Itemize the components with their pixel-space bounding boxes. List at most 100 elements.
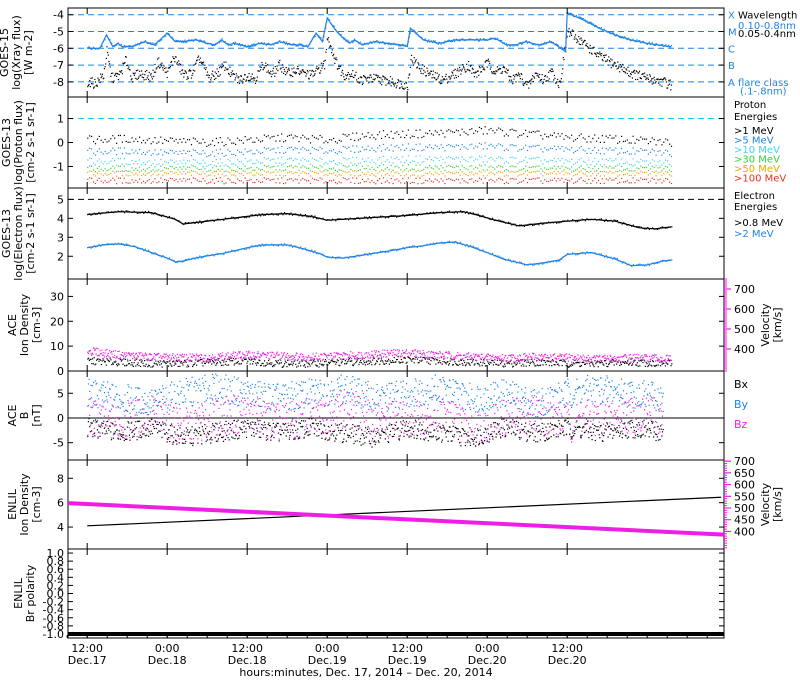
proton-series-3-point: [98, 165, 100, 167]
xray-short-series-point: [185, 71, 187, 73]
proton-series-0-point: [248, 138, 250, 140]
xray-long-noise-point: [614, 35, 616, 37]
proton-series-3-point: [327, 170, 329, 172]
xray-long-noise-point: [457, 39, 459, 41]
ace-density-series-point: [474, 363, 476, 365]
proton-series-4-point: [363, 173, 365, 175]
proton-series-5-point: [175, 178, 177, 180]
y-tick-label: -7: [53, 59, 64, 72]
proton-series-1-point: [154, 149, 156, 151]
ace-density-series-point: [405, 362, 407, 364]
right-tick-label: 600: [734, 303, 755, 316]
proton-series-1-point: [235, 154, 237, 157]
xray-long-noise-point: [94, 48, 97, 50]
proton-series-4-point: [542, 175, 544, 177]
proton-series-5-point: [419, 177, 421, 179]
electron-noise-1-point: [498, 255, 500, 257]
electron-noise-0-point: [309, 216, 311, 218]
proton-series-4-point: [594, 170, 596, 172]
proton-series-2-point: [605, 158, 607, 160]
ace-density-series-point: [125, 365, 127, 367]
electron-noise-0-point: [479, 215, 481, 218]
proton-series-0-point: [363, 136, 365, 138]
xray-long-noise-point: [100, 46, 102, 48]
electron-noise-1-point: [642, 265, 644, 267]
electron-noise-0-point: [620, 222, 622, 224]
proton-series-4-point: [283, 175, 285, 177]
xray-long-noise-point: [565, 51, 567, 53]
xray-long-noise-point: [661, 44, 663, 46]
proton-series-4-point: [601, 171, 603, 173]
ace-density-series-point: [569, 364, 571, 366]
proton-series-4-point: [482, 175, 484, 177]
xray-short-series-point: [519, 75, 521, 77]
electron-noise-1-point: [620, 260, 622, 263]
electron-noise-0-point: [452, 211, 454, 213]
xray-short-series-point: [306, 73, 308, 75]
electron-noise-1-point: [588, 252, 590, 254]
proton-series-5-point: [613, 179, 615, 181]
xray-short-series-point: [507, 69, 509, 71]
proton-series-0-point: [208, 144, 210, 146]
xray-long-noise-point: [510, 44, 512, 46]
proton-series-5-point: [290, 178, 292, 180]
proton-series-4-point: [609, 170, 611, 172]
proton-series-4-point: [429, 171, 431, 173]
electron-noise-0-point: [559, 222, 561, 224]
electron-noise-1-point: [199, 255, 201, 257]
xray-long-noise-point: [612, 32, 614, 34]
xray-long-noise-point: [363, 42, 365, 45]
electron-noise-0-point: [229, 217, 231, 219]
xray-long-noise-point: [436, 42, 438, 44]
xray-short-series-point: [116, 73, 118, 75]
proton-series-1-point: [352, 145, 354, 147]
proton-series-0-point: [177, 142, 179, 144]
proton-series-1-point: [290, 146, 292, 148]
xray-short-series-point: [419, 68, 421, 70]
proton-series-0-point: [557, 133, 559, 135]
xray-long-noise-point: [652, 43, 654, 45]
ace-density-series-point: [449, 360, 451, 362]
proton-series-4-point: [156, 174, 158, 176]
proton-series-4-point: [455, 171, 457, 173]
proton-series-0-point: [390, 130, 392, 133]
proton-series-2-point: [446, 157, 448, 159]
ace-density-series-point: [304, 366, 306, 368]
xray-short-series-point: [131, 78, 133, 80]
xray-long-noise-point: [309, 43, 311, 45]
proton-series-3-point: [309, 170, 312, 172]
xray-short-series-point: [641, 73, 643, 75]
ace-density-series-point: [384, 363, 386, 365]
ace-density-series-point: [244, 358, 246, 360]
xray-short-series-point: [469, 70, 471, 72]
ace-density-series-point: [414, 358, 416, 360]
electron-noise-1-point: [181, 261, 183, 263]
proton-series-0-point: [494, 132, 496, 134]
proton-series-1-point: [578, 147, 580, 149]
ace-density-series-point: [252, 361, 254, 363]
xray-long-noise-point: [443, 42, 445, 44]
proton-series-0-point: [196, 140, 198, 142]
xray-long-noise-point: [557, 44, 559, 47]
xray-short-series-point: [492, 72, 494, 74]
proton-series-4-point: [465, 174, 467, 176]
xray-long-noise-point: [375, 41, 377, 43]
xray-long-noise-point: [524, 41, 526, 43]
proton-series-3-point: [663, 168, 665, 170]
ace-density-series-point: [89, 358, 91, 361]
xray-short-series-point: [453, 77, 456, 79]
xray-long-noise-point: [237, 44, 240, 46]
electron-noise-1-point: [354, 256, 356, 258]
proton-series-0-point: [571, 134, 573, 136]
proton-series-3-point: [288, 165, 290, 167]
xray-short-series-point: [249, 79, 251, 81]
electron-noise-1-point: [666, 260, 668, 262]
ace-density-series-point: [522, 363, 524, 365]
proton-series-0-point: [638, 139, 640, 141]
y-axis-label-line: GOES-13: [0, 118, 13, 167]
xray-short-series-point: [132, 72, 134, 74]
xray-short-series-point: [393, 85, 395, 87]
electron-noise-1-point: [405, 246, 407, 248]
proton-series-1-point: [217, 153, 219, 155]
proton-series-4-point: [235, 175, 237, 177]
